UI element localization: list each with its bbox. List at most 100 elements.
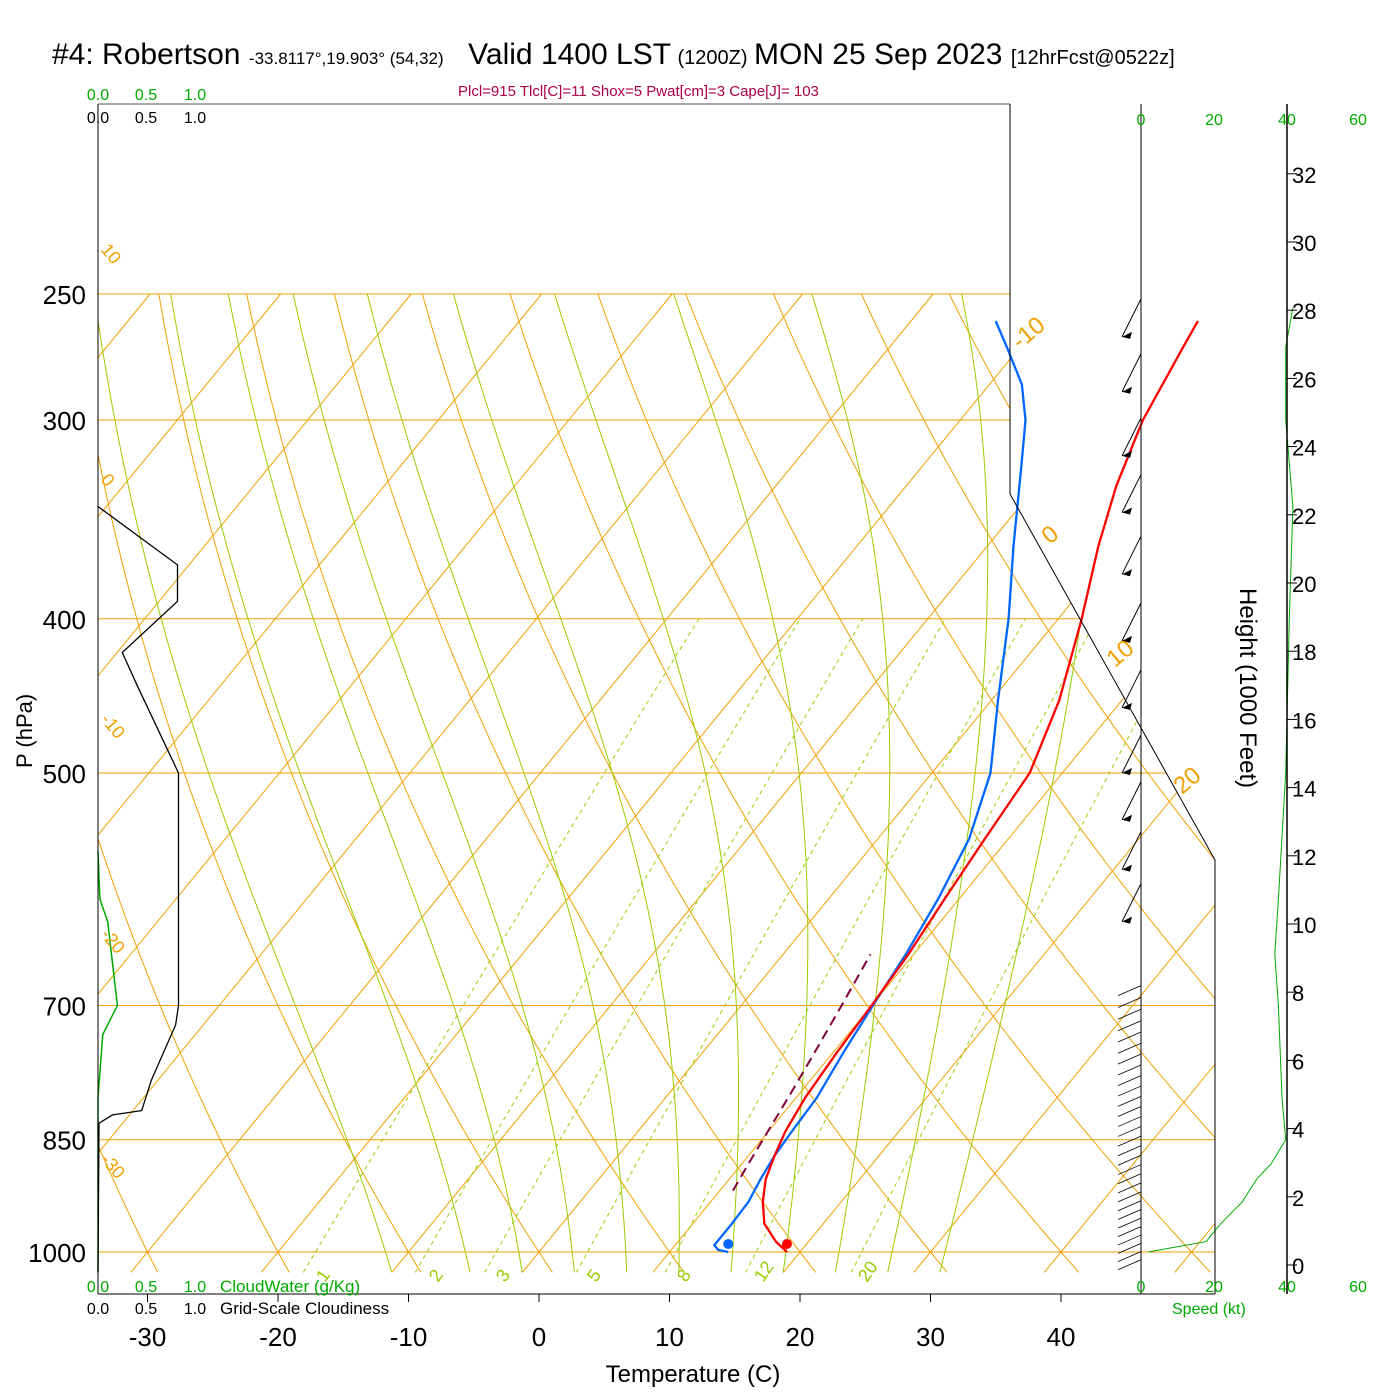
background-grid bbox=[0, 293, 1215, 1273]
temperature-axis-label: Temperature (C) bbox=[606, 1361, 781, 1388]
dry-adiabat-100 bbox=[1036, 293, 1215, 1273]
dry-adiabat-10 bbox=[246, 293, 685, 1273]
pressure-tick-label: 250 bbox=[43, 280, 86, 310]
mixing-ratio-3 bbox=[484, 618, 864, 1273]
height-tick-label: 30 bbox=[1292, 231, 1316, 256]
moist-adiabat-label: 10 bbox=[97, 240, 125, 268]
wind-barb-low bbox=[1117, 1164, 1142, 1175]
height-tick-label: 6 bbox=[1292, 1049, 1304, 1074]
cloud-water-tick-top: 0.5 bbox=[135, 87, 157, 104]
wind-barb-flag bbox=[1122, 450, 1132, 458]
temperature-tick-label: -10 bbox=[390, 1322, 428, 1352]
isotherm--10 bbox=[391, 293, 1195, 1273]
wind-barb-flag bbox=[1122, 569, 1132, 577]
wind-barb-low bbox=[1117, 1191, 1142, 1203]
wind-barb bbox=[1121, 535, 1142, 575]
cloud-water-label: CloudWater (g/Kg) bbox=[220, 1277, 360, 1296]
speed-tick-top: 0 bbox=[1137, 112, 1146, 129]
utc-time: (1200Z) bbox=[677, 47, 748, 69]
cloudiness-tick-top: 1.0 bbox=[184, 110, 206, 127]
wind-barb bbox=[1121, 298, 1142, 338]
wind-speed-line bbox=[1148, 307, 1294, 1253]
cloud-water-tick-bottom: 0.5 bbox=[135, 1279, 157, 1296]
wind-barb-flag bbox=[1122, 507, 1132, 515]
wind-barb-low bbox=[1117, 1135, 1142, 1147]
wind-barb bbox=[1121, 831, 1142, 870]
height-tick-label: 8 bbox=[1292, 981, 1304, 1006]
height-tick-label: 0 bbox=[1292, 1254, 1304, 1279]
isotherm-40 bbox=[1043, 293, 1215, 1273]
wind-barb-low bbox=[1117, 1259, 1142, 1271]
wind-barb-low bbox=[1117, 1154, 1142, 1166]
height-tick-label: 20 bbox=[1292, 572, 1316, 597]
height-tick-label: 26 bbox=[1292, 367, 1316, 392]
temperature-tick-label: 10 bbox=[655, 1322, 684, 1352]
wind-barb-low bbox=[1117, 1096, 1142, 1107]
cloud-water-tick-bottom: 0.0 bbox=[87, 1279, 109, 1296]
wind-barb bbox=[1121, 781, 1142, 820]
height-tick-label: 18 bbox=[1292, 640, 1316, 665]
dry-adiabat-60 bbox=[685, 293, 1215, 1273]
height-tick-label: 22 bbox=[1292, 504, 1316, 529]
forecast-info: [12hrFcst@0522z] bbox=[1010, 47, 1175, 69]
moist-adiabat-16 bbox=[554, 293, 739, 1273]
wind-barb-low bbox=[1117, 1031, 1142, 1043]
temperature-line bbox=[761, 320, 1199, 1253]
cloudiness-tick-bottom: 0.5 bbox=[135, 1301, 157, 1318]
pressure-axis-label: P (hPa) bbox=[12, 694, 37, 768]
mixing-ratio-label: 12 bbox=[750, 1257, 778, 1285]
dry-adiabat--20 bbox=[98, 293, 290, 1273]
dry-adiabat-110 bbox=[1124, 293, 1215, 1273]
speed-tick-bottom: 0 bbox=[1137, 1279, 1146, 1296]
isotherm-30 bbox=[913, 293, 1215, 1273]
isotherm-label: -10 bbox=[1007, 312, 1051, 355]
wind-barb-low bbox=[1117, 1042, 1142, 1054]
cloudiness-line bbox=[97, 505, 180, 1273]
pressure-tick-label: 500 bbox=[43, 759, 86, 789]
station-coords: -33.8117°,19.903° (54,32) bbox=[248, 49, 444, 68]
height-tick-label: 10 bbox=[1292, 913, 1316, 938]
surface-temperature-point bbox=[781, 1239, 792, 1249]
height-tick-label: 14 bbox=[1292, 777, 1316, 802]
cloud-water-line bbox=[97, 851, 119, 1273]
moist-adiabat-0 bbox=[227, 293, 523, 1273]
wind-barb-low bbox=[1117, 1106, 1142, 1117]
temperature-tick-label: -20 bbox=[259, 1322, 297, 1352]
mixing-ratio-5 bbox=[575, 618, 946, 1273]
moist-adiabat-4 bbox=[292, 293, 575, 1273]
cloudiness-tick-bottom: 0.0 bbox=[87, 1301, 109, 1318]
cloudiness-label: Grid-Scale Cloudiness bbox=[220, 1299, 389, 1318]
mixing-ratio-label: 20 bbox=[854, 1257, 882, 1285]
wind-barb-flag bbox=[1122, 331, 1132, 339]
mixing-ratio-label: 5 bbox=[583, 1266, 605, 1286]
isotherm-10 bbox=[652, 293, 1215, 1273]
dry-adiabat-80 bbox=[860, 293, 1215, 1273]
dewpoint-line bbox=[712, 320, 1027, 1254]
mixing-ratio-1 bbox=[302, 618, 700, 1273]
dry-adiabat-40 bbox=[509, 293, 1080, 1273]
wind-barb-flag bbox=[1122, 768, 1132, 775]
pressure-tick-label: 400 bbox=[43, 605, 86, 635]
dry-adiabat--30 bbox=[98, 293, 159, 1273]
dry-adiabat-70 bbox=[773, 293, 1215, 1273]
wind-barb-flag bbox=[1122, 386, 1132, 394]
pressure-tick-label: 1000 bbox=[28, 1238, 86, 1268]
frame-right bbox=[1009, 104, 1216, 1294]
isotherm--100 bbox=[0, 294, 20, 1272]
wind-barb bbox=[1121, 734, 1142, 774]
height-tick-label: 32 bbox=[1292, 163, 1316, 188]
station-name: #4: Robertson bbox=[52, 38, 241, 71]
moist-adiabat-24 bbox=[811, 293, 891, 1273]
moist-adiabat-label: -20 bbox=[97, 925, 129, 958]
wind-barb bbox=[1121, 883, 1142, 922]
frame bbox=[97, 103, 1297, 1302]
wind-barb-flag bbox=[1122, 814, 1132, 822]
speed-tick-top: 40 bbox=[1278, 112, 1296, 129]
wind-barb bbox=[1121, 417, 1142, 457]
height-axis-label: Height (1000 Feet) bbox=[1234, 588, 1261, 788]
speed-tick-top: 60 bbox=[1349, 112, 1367, 129]
wind-barb-low bbox=[1117, 1116, 1142, 1127]
